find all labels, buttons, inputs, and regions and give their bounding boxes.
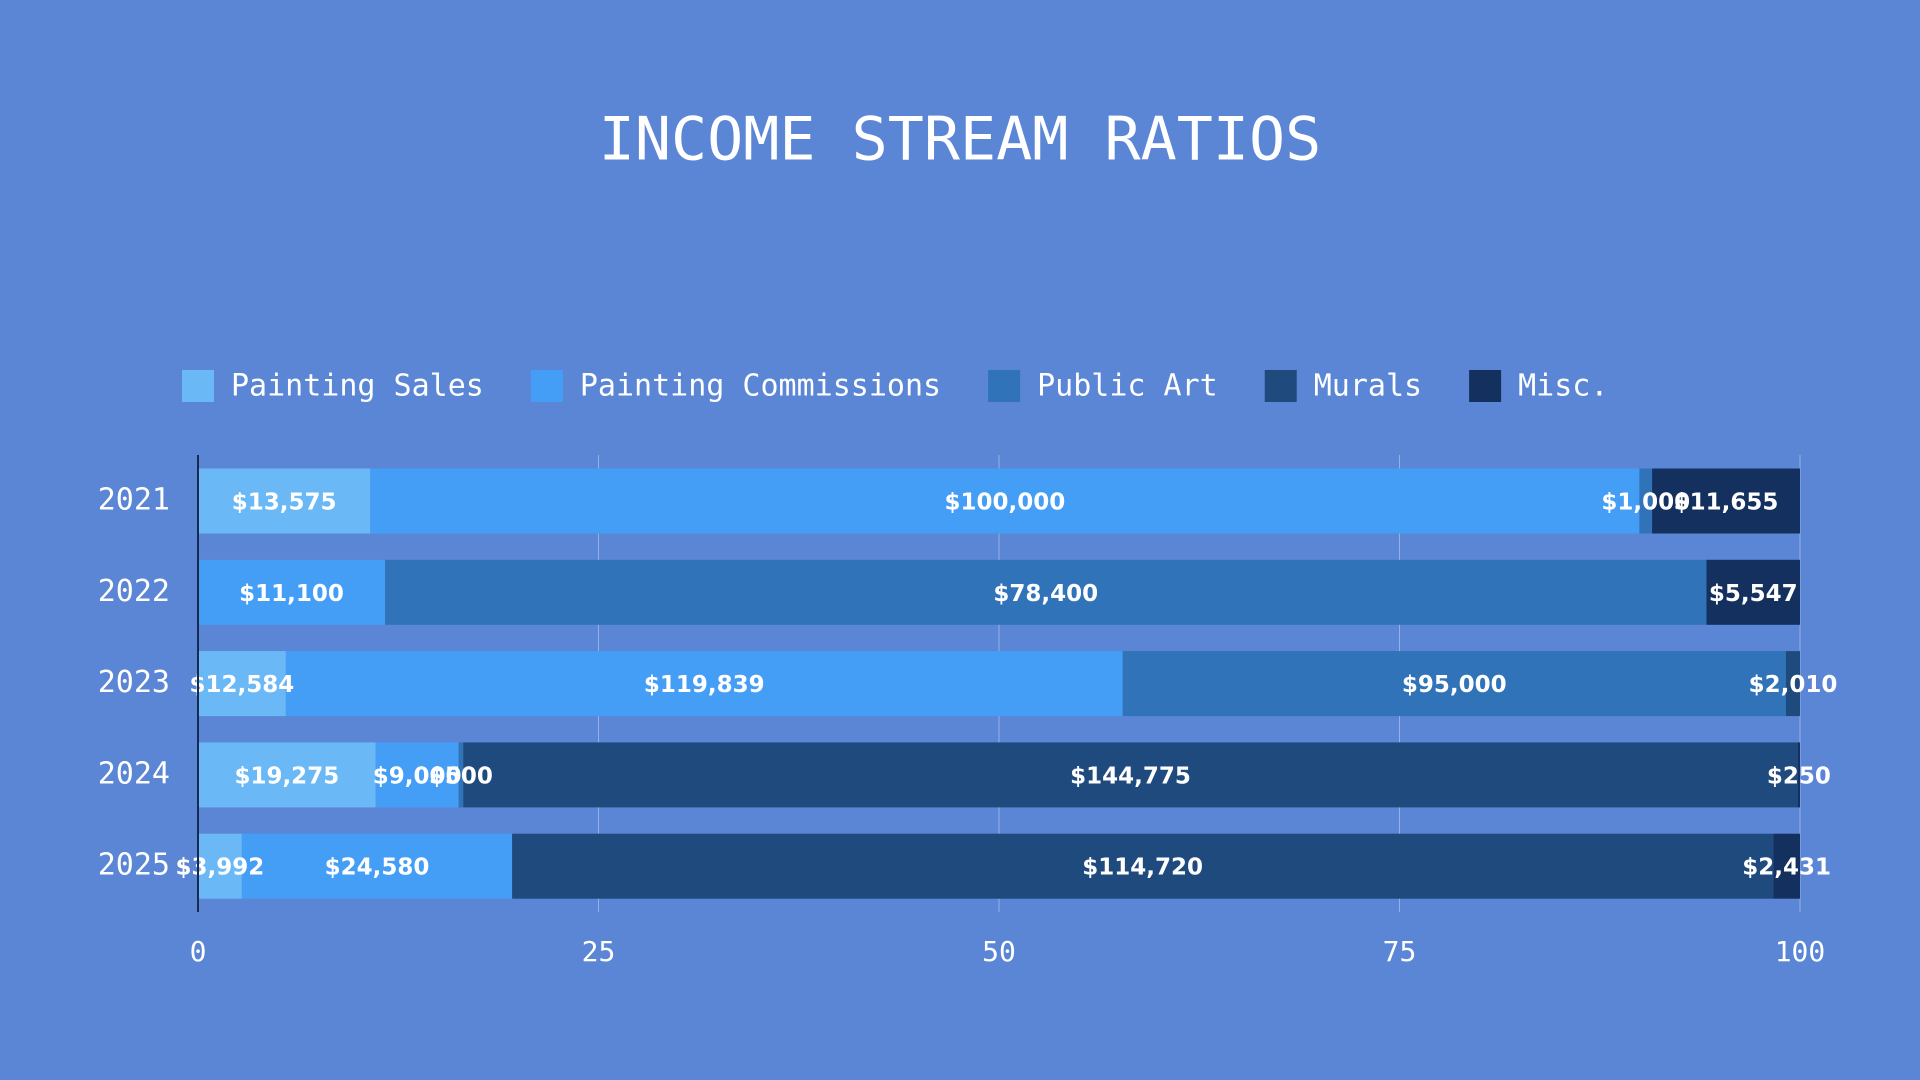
data-label: $119,839 (644, 672, 765, 698)
chart-title: INCOME STREAM RATIOS (599, 105, 1321, 175)
legend-swatch (988, 370, 1021, 402)
bar-segment (198, 468, 371, 534)
legend-label: Misc. (1518, 369, 1608, 404)
data-label: $500 (429, 763, 493, 789)
bar-segment (1652, 468, 1800, 534)
bar-segment (1122, 651, 1786, 717)
bar-segment (198, 559, 386, 625)
bar-segment (463, 742, 1798, 808)
data-label: $2,431 (1742, 855, 1831, 881)
data-label: $2,010 (1749, 672, 1838, 698)
data-label: $100,000 (944, 490, 1065, 516)
legend-swatch (1264, 370, 1297, 402)
data-label: $1,000 (1601, 490, 1690, 516)
data-label: $11,100 (239, 581, 344, 607)
y-tick-label: 2022 (98, 574, 170, 609)
legend-label: Painting Commissions (580, 369, 941, 404)
bar-segment (241, 833, 513, 899)
data-label: $12,584 (190, 672, 295, 698)
data-label: $95,000 (1402, 672, 1507, 698)
x-tick-label: 25 (582, 935, 616, 968)
data-label: $5,547 (1709, 581, 1798, 607)
bar-segment (1785, 651, 1800, 717)
data-label: $250 (1767, 763, 1831, 789)
bar-segment (458, 742, 464, 808)
data-label: $24,580 (325, 855, 430, 881)
legend-swatch (530, 370, 563, 402)
bar-segment (198, 651, 286, 717)
x-tick-label: 50 (982, 935, 1016, 968)
bar-segment (512, 833, 1774, 899)
bar-segment (1639, 468, 1653, 534)
y-tick-label: 2024 (98, 756, 170, 791)
data-label: $114,720 (1082, 855, 1203, 881)
data-label: $13,575 (232, 490, 337, 516)
y-tick-label: 2023 (98, 665, 170, 700)
bar-segment (285, 651, 1123, 717)
bar-segment (370, 468, 1640, 534)
bar-segment (1797, 742, 1800, 808)
data-label: $11,655 (1674, 490, 1779, 516)
y-tick-label: 2021 (98, 483, 170, 518)
legend-label: Painting Sales (231, 369, 484, 404)
bar-segment (1706, 559, 1800, 625)
legend-swatch (182, 370, 214, 402)
data-label: $3,992 (176, 855, 265, 881)
y-tick-label: 2025 (98, 848, 170, 883)
data-label: $19,275 (234, 763, 339, 789)
bar-segment (1773, 833, 1800, 899)
bar-segment (385, 559, 1707, 625)
data-label: $78,400 (993, 581, 1098, 607)
x-tick-label: 0 (190, 935, 207, 968)
x-tick-label: 100 (1775, 935, 1826, 968)
bar-segment (198, 833, 242, 899)
data-label: $144,775 (1070, 763, 1191, 789)
legend-label: Public Art (1037, 369, 1218, 404)
legend-swatch (1469, 370, 1502, 402)
legend-label: Murals (1314, 369, 1422, 404)
data-label: $9,000 (373, 763, 462, 789)
bar-segment (375, 742, 459, 808)
bar-segment (198, 742, 376, 808)
x-tick-label: 75 (1383, 935, 1417, 968)
